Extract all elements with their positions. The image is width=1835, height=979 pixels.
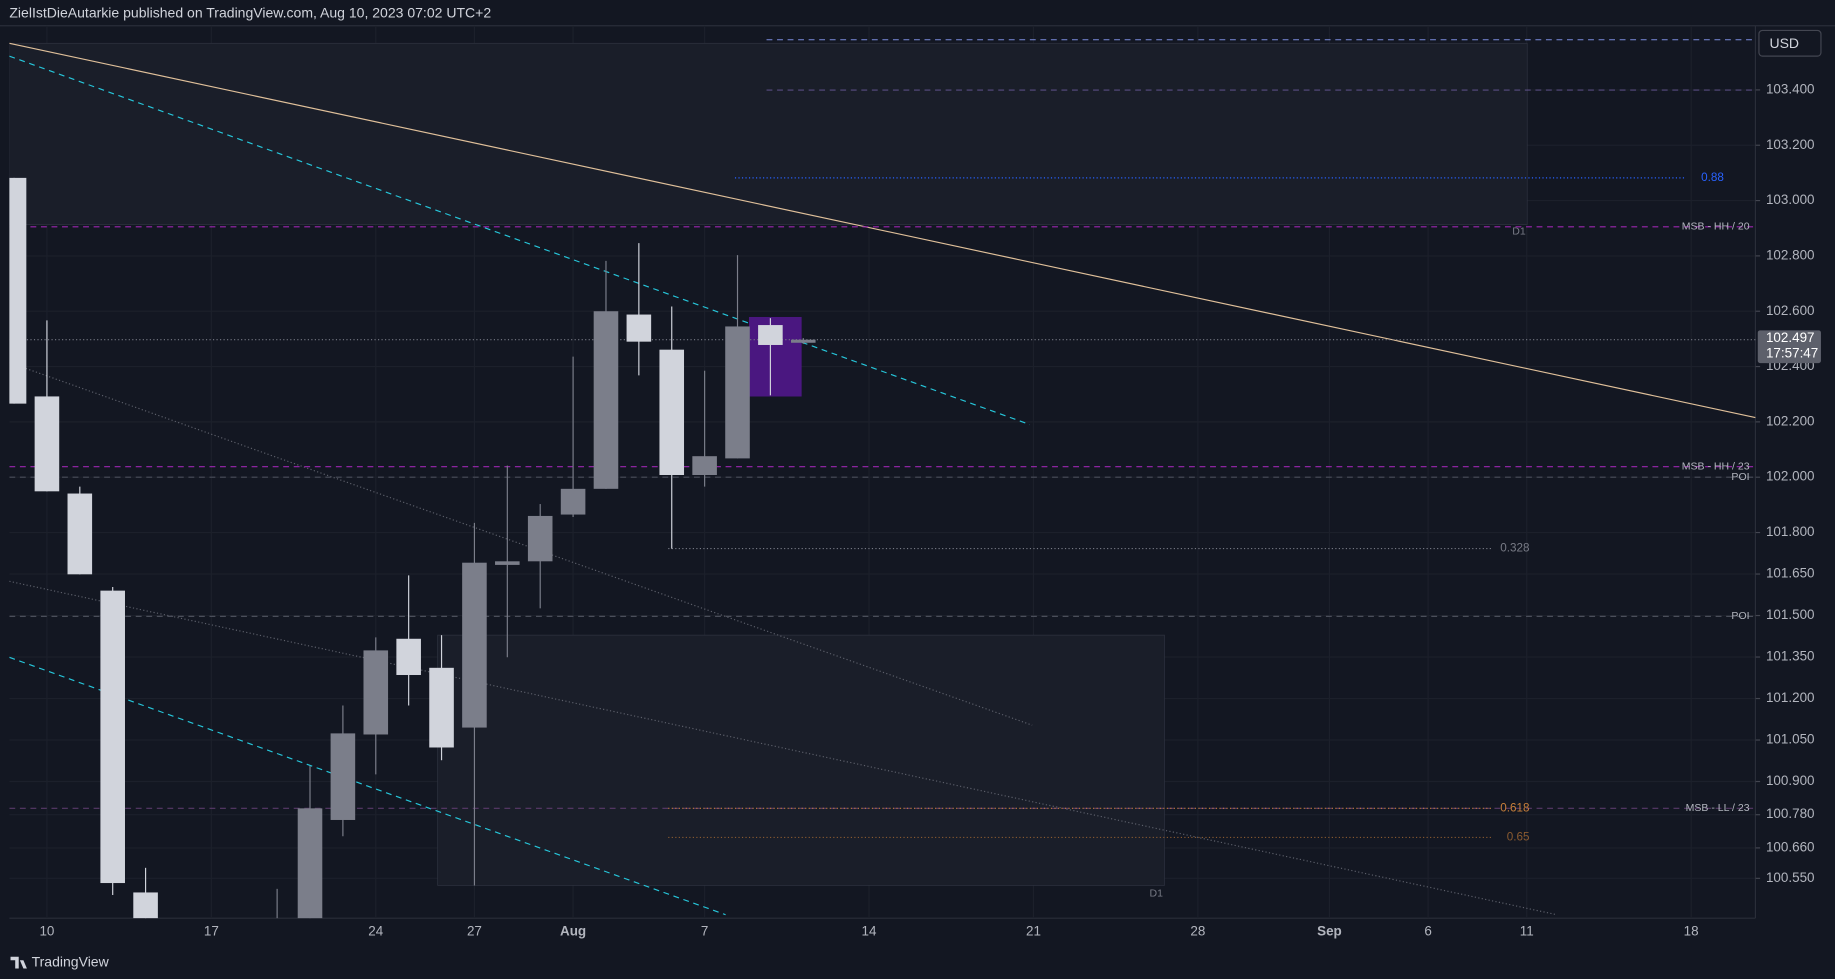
zone-box bbox=[437, 634, 1165, 886]
candle-body bbox=[297, 808, 323, 919]
candle-body bbox=[100, 590, 125, 884]
candle-body bbox=[396, 638, 421, 676]
candle-body bbox=[527, 515, 553, 562]
box-label: D1 bbox=[1150, 887, 1164, 899]
x-tick-label: 28 bbox=[1190, 924, 1205, 939]
y-tick-label: 103.400 bbox=[1766, 81, 1815, 96]
footer-brand: TradingView bbox=[32, 953, 110, 969]
y-tick-label: 101.500 bbox=[1766, 607, 1815, 622]
candle-body bbox=[9, 177, 27, 404]
x-tick-label: 7 bbox=[701, 924, 708, 939]
y-tick-label: 102.600 bbox=[1766, 303, 1815, 318]
candle-body bbox=[133, 892, 158, 919]
y-tick-label: 101.650 bbox=[1766, 566, 1815, 581]
box-label: D1 bbox=[1512, 225, 1526, 237]
x-tick-label: 24 bbox=[368, 924, 383, 939]
x-tick-label: 21 bbox=[1026, 924, 1041, 939]
y-tick-label: 103.000 bbox=[1766, 192, 1815, 207]
y-tick-label: 100.660 bbox=[1766, 839, 1815, 854]
candle-body bbox=[626, 314, 652, 342]
level-label: MSB - LL / 23 bbox=[1686, 802, 1750, 814]
y-tick-label: 100.780 bbox=[1766, 806, 1815, 821]
x-tick-label: Aug bbox=[560, 924, 586, 939]
y-tick-label: 100.550 bbox=[1766, 870, 1815, 885]
candle-body bbox=[560, 488, 586, 515]
trend-line bbox=[9, 656, 726, 916]
trend-line bbox=[9, 55, 1031, 426]
candle-body bbox=[330, 733, 356, 820]
currency-button[interactable]: USD bbox=[1758, 29, 1822, 57]
y-tick-label: 102.000 bbox=[1766, 469, 1815, 484]
candle-body bbox=[692, 456, 717, 475]
y-tick-label: 101.800 bbox=[1766, 524, 1815, 539]
y-tick-label: 101.050 bbox=[1766, 732, 1815, 747]
header-title: ZielIstDieAutarkie published on TradingV… bbox=[9, 5, 491, 21]
x-tick-label: 27 bbox=[467, 924, 482, 939]
level-label: MSB - HH / 20 bbox=[1682, 221, 1750, 233]
x-tick-label: 10 bbox=[39, 924, 54, 939]
trend-line bbox=[9, 580, 1557, 916]
currency-label[interactable]: USD bbox=[1769, 35, 1799, 51]
y-tick-label: 103.200 bbox=[1766, 137, 1815, 152]
fib-label: 0.65 bbox=[1507, 830, 1530, 843]
candle-body bbox=[593, 311, 619, 489]
x-tick-label: 14 bbox=[862, 924, 877, 939]
y-tick-label: 100.900 bbox=[1766, 773, 1815, 788]
level-label: POI bbox=[1731, 610, 1749, 622]
level-label: POI bbox=[1731, 471, 1749, 483]
fib-label: 0.328 bbox=[1500, 542, 1529, 555]
x-tick-label: 11 bbox=[1520, 924, 1534, 939]
fib-label: 0.618 bbox=[1500, 801, 1529, 814]
candle-body bbox=[725, 326, 750, 459]
countdown-label: 17:57:47 bbox=[1766, 345, 1818, 360]
zone-box bbox=[9, 42, 1528, 225]
candle-body bbox=[67, 493, 93, 575]
y-tick-label: 102.800 bbox=[1766, 247, 1815, 262]
candle-body bbox=[462, 562, 487, 728]
x-tick-label: 17 bbox=[204, 924, 219, 939]
candle-body bbox=[790, 339, 816, 343]
candle-body bbox=[363, 650, 389, 735]
candles bbox=[9, 177, 816, 919]
last-price-box bbox=[1757, 330, 1821, 364]
x-tick-label: 6 bbox=[1424, 924, 1431, 939]
x-tick-label: Sep bbox=[1317, 924, 1342, 939]
last-price-label: 102.497 bbox=[1766, 330, 1815, 345]
fib-label: 0.88 bbox=[1701, 171, 1724, 184]
level-label: MSB - HH / 23 bbox=[1682, 460, 1750, 472]
candle-body bbox=[429, 667, 454, 748]
x-tick-label: 18 bbox=[1684, 924, 1699, 939]
drawings bbox=[9, 39, 1756, 916]
y-tick-label: 101.350 bbox=[1766, 649, 1815, 664]
candle-body bbox=[495, 561, 520, 565]
trend-line bbox=[9, 42, 1756, 419]
currency-box[interactable] bbox=[1758, 29, 1822, 57]
candle-body bbox=[659, 349, 685, 475]
candle-body bbox=[34, 396, 60, 492]
y-tick-label: 101.200 bbox=[1766, 690, 1815, 705]
y-tick-label: 102.200 bbox=[1766, 413, 1815, 428]
candle-body bbox=[758, 325, 783, 345]
